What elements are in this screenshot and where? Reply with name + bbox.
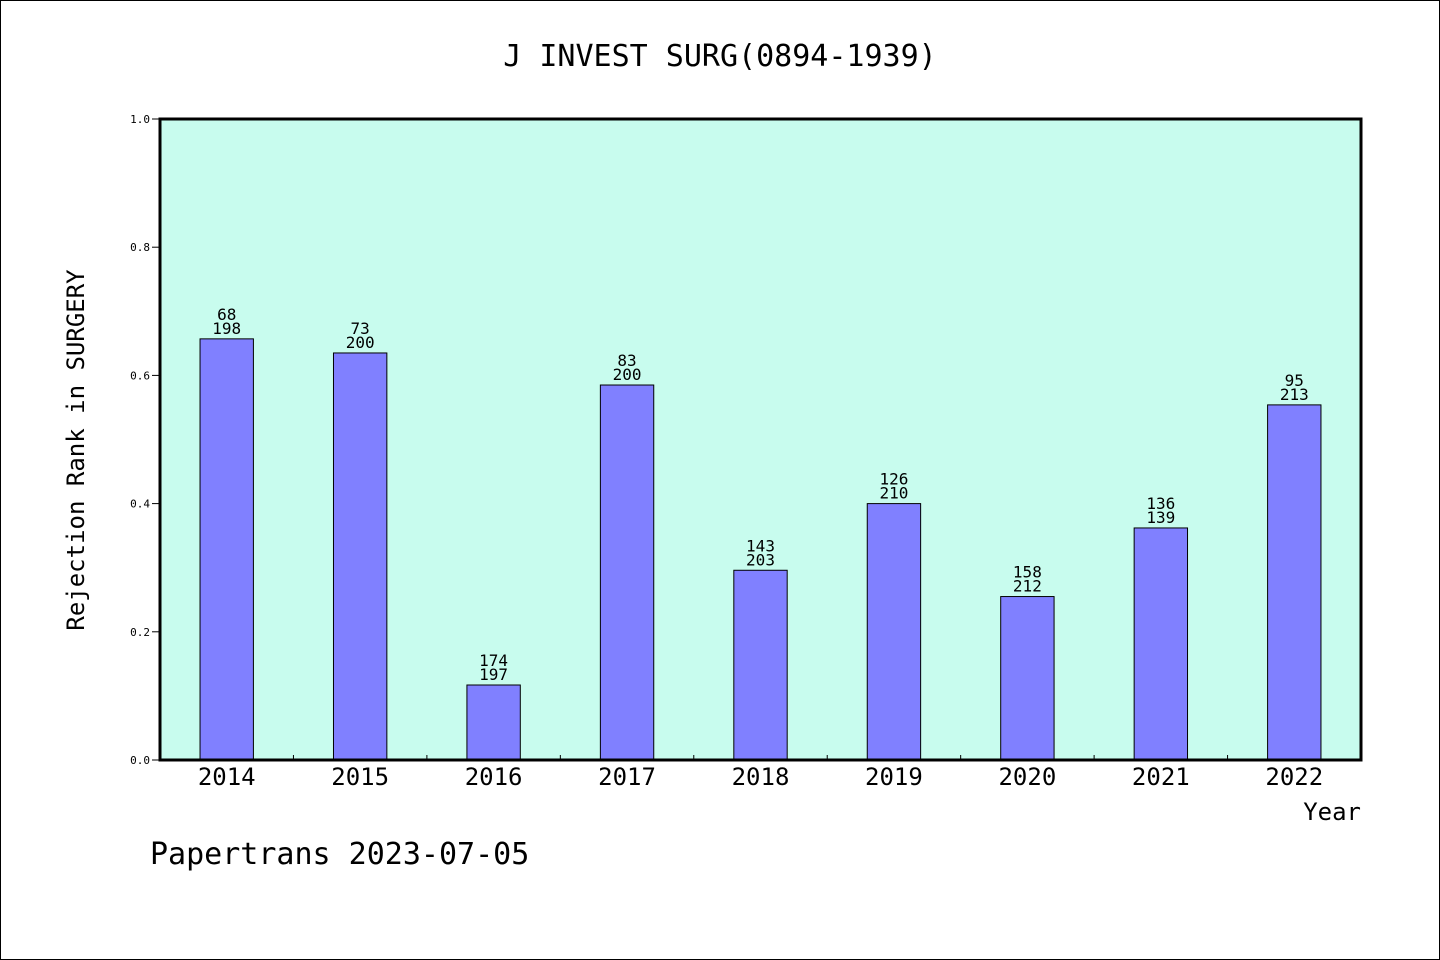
data-label-bottom-2015: 200: [346, 333, 375, 352]
y-axis-label: Rejection Rank in SURGERY: [62, 269, 90, 631]
y-tick-label-3: 0.6: [130, 369, 150, 382]
bar-2014: [199, 338, 254, 761]
data-label-bottom-2022: 213: [1280, 385, 1309, 404]
data-label-bottom-2021: 139: [1146, 508, 1175, 527]
bar-2015: [332, 352, 388, 761]
bar-2021: [1133, 527, 1189, 761]
x-tick-label-2017: 2017: [598, 763, 656, 791]
x-tick-label-2019: 2019: [865, 763, 923, 791]
x-tick-label-2015: 2015: [331, 763, 389, 791]
data-label-top-2016: 174: [479, 651, 508, 670]
chart-title: J INVEST SURG(0894-1939): [503, 39, 936, 74]
bar-2017: [599, 384, 655, 761]
data-label-bottom-2016: 197: [479, 665, 508, 684]
x-tick-label-2020: 2020: [998, 763, 1056, 791]
bar-2019: [866, 503, 922, 761]
x-tick-label-2021: 2021: [1132, 763, 1190, 791]
data-label-top-2014: 68: [217, 305, 236, 324]
data-label-top-2019: 126: [879, 470, 908, 489]
bar-2016: [466, 684, 521, 761]
x-tick-label-2014: 2014: [198, 763, 256, 791]
data-label-bottom-2018: 203: [746, 550, 775, 569]
footer-credit: Papertrans 2023-07-05: [150, 837, 529, 872]
x-tick-label-2018: 2018: [732, 763, 790, 791]
x-tick-label-2022: 2022: [1265, 763, 1323, 791]
y-tick-label-5: 1.0: [130, 113, 150, 126]
y-tick-label-4: 0.8: [130, 241, 150, 254]
data-label-bottom-2017: 200: [613, 365, 642, 384]
data-label-top-2022: 95: [1285, 371, 1304, 390]
x-axis-label: Year: [1303, 798, 1361, 826]
data-label-top-2017: 83: [617, 351, 636, 370]
data-label-top-2021: 136: [1146, 494, 1175, 513]
y-tick-label-2: 0.4: [130, 498, 150, 511]
bar-2018: [733, 569, 788, 761]
plot-frame: [158, 117, 1363, 762]
data-label-top-2015: 73: [351, 319, 370, 338]
data-label-bottom-2020: 212: [1013, 577, 1042, 596]
data-label-top-2020: 158: [1013, 563, 1042, 582]
data-label-bottom-2019: 210: [879, 484, 908, 503]
x-tick-label-2016: 2016: [465, 763, 523, 791]
bar-2022: [1267, 404, 1322, 761]
axis-ticks-group: 2014 2015 2016 2017 2018 2019 2020 2021 2022 0.0 0…: [130, 113, 1323, 791]
data-label-top-2018: 143: [746, 536, 775, 555]
data-label-bottom-2014: 198: [212, 319, 241, 338]
y-tick-label-0: 0.0: [130, 754, 150, 767]
bar-2020: [1000, 596, 1055, 761]
y-tick-label-1: 0.2: [130, 626, 150, 639]
